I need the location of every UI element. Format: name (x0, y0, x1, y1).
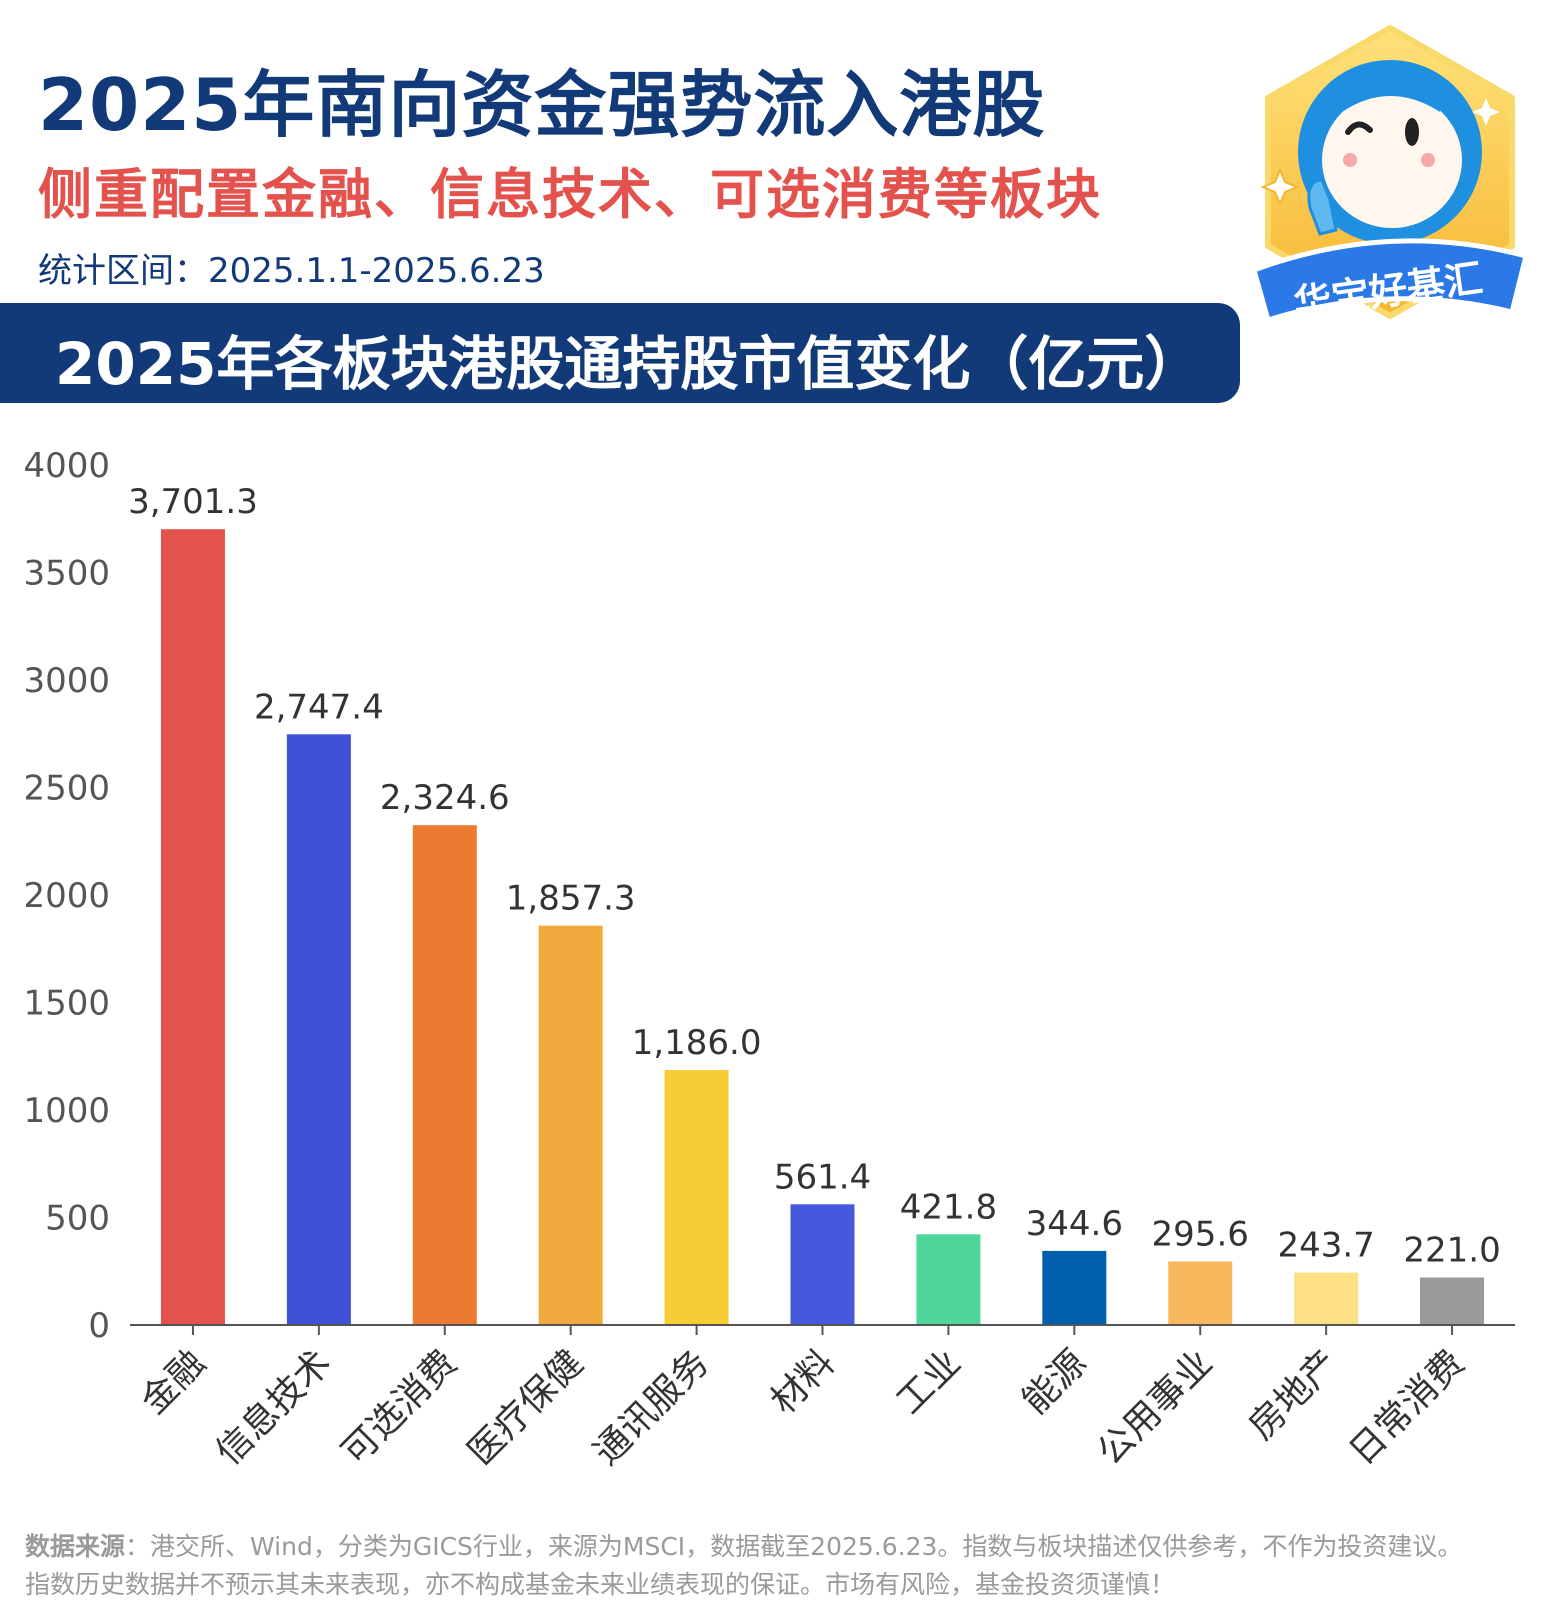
bar (538, 925, 603, 1325)
data-label: 2,324.6 (380, 778, 510, 818)
mascot-logo: 华宝好基汇 (1250, 25, 1530, 326)
x-tick-label: 医疗保健 (460, 1342, 591, 1473)
y-axis: 0 500 1000 1500 2000 2500 3000 3500 4000 (23, 446, 110, 1346)
y-tick-label: 500 (45, 1199, 110, 1239)
source-label: 数据来源 (25, 1532, 126, 1561)
bar (1420, 1277, 1485, 1325)
x-tick-label: 公用事业 (1090, 1342, 1221, 1473)
bar (916, 1234, 981, 1325)
x-tick-label: 能源 (1015, 1342, 1095, 1422)
y-tick-label: 4000 (23, 446, 110, 486)
bar (790, 1204, 855, 1325)
data-label: 1,186.0 (632, 1023, 762, 1063)
data-label: 221.0 (1403, 1230, 1500, 1270)
chart-title: 2025年各板块港股通持股市值变化（亿元） (55, 330, 1203, 398)
x-tick-label: 可选消费 (334, 1342, 465, 1473)
bar (664, 1070, 729, 1325)
x-tick-label: 金融 (133, 1342, 213, 1422)
sector-bar-chart: 0 500 1000 1500 2000 2500 3000 3500 4000 3,701.3… (23, 446, 1515, 1473)
disclaimer: 指数历史数据并不预示其未来表现，亦不构成基金未来业绩表现的保证。市场有风险，基金… (25, 1570, 1176, 1599)
y-tick-label: 1000 (23, 1091, 110, 1131)
y-tick-label: 3500 (23, 554, 110, 594)
y-tick-label: 3000 (23, 661, 110, 701)
statistics-period: 统计区间：2025.1.1-2025.6.23 (38, 251, 545, 291)
data-label: 561.4 (774, 1157, 871, 1197)
bar (286, 734, 351, 1325)
data-label: 344.6 (1026, 1204, 1123, 1244)
data-label: 295.6 (1152, 1214, 1249, 1254)
data-label: 243.7 (1277, 1226, 1374, 1266)
bar (1168, 1261, 1233, 1325)
data-label: 421.8 (900, 1187, 997, 1227)
x-tick-label: 信息技术 (208, 1342, 339, 1473)
bar (1294, 1272, 1359, 1325)
y-tick-label: 1500 (23, 984, 110, 1024)
page-subtitle: 侧重配置金融、信息技术、可选消费等板块 (38, 163, 1102, 226)
x-tick-label: 日常消费 (1342, 1342, 1473, 1473)
footer-notes: 数据来源：港交所、Wind，分类为GICS行业，来源为MSCI，数据截至2025… (25, 1528, 1535, 1604)
x-tick-label: 房地产 (1241, 1342, 1346, 1447)
x-tick-label: 材料 (763, 1342, 843, 1422)
data-label: 2,747.4 (254, 687, 384, 727)
bar (1042, 1250, 1107, 1325)
data-label: 3,701.3 (128, 482, 258, 522)
bar (412, 825, 477, 1325)
x-tick-label: 通讯服务 (586, 1342, 717, 1473)
y-tick-label: 2000 (23, 876, 110, 916)
data-label: 1,857.3 (506, 879, 636, 919)
page-title: 2025年南向资金强势流入港股 (38, 63, 1046, 147)
source-text: ：港交所、Wind，分类为GICS行业，来源为MSCI，数据截至2025.6.2… (125, 1532, 1463, 1561)
source-line: 数据来源：港交所、Wind，分类为GICS行业，来源为MSCI，数据截至2025… (25, 1528, 1535, 1566)
chart-title-banner: 2025年各板块港股通持股市值变化（亿元） (0, 303, 1240, 403)
x-tick-label: 工业 (889, 1342, 969, 1422)
bars: 3,701.3 2,747.4 2,324.6 1,857.3 1,186.0 561.4… (128, 482, 1501, 1325)
y-tick-label: 0 (88, 1306, 110, 1346)
y-tick-label: 2500 (23, 769, 110, 809)
bar (160, 529, 225, 1325)
